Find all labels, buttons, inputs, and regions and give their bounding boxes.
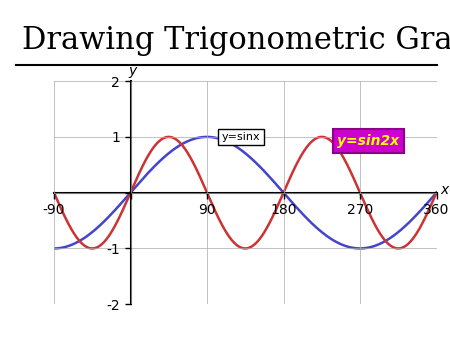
Text: y=sinx: y=sinx (222, 132, 260, 142)
Text: Drawing Trigonometric Graphs.: Drawing Trigonometric Graphs. (22, 25, 450, 56)
Text: y: y (128, 64, 136, 78)
Text: x: x (441, 183, 449, 197)
Text: y=sin2x: y=sin2x (338, 134, 400, 148)
